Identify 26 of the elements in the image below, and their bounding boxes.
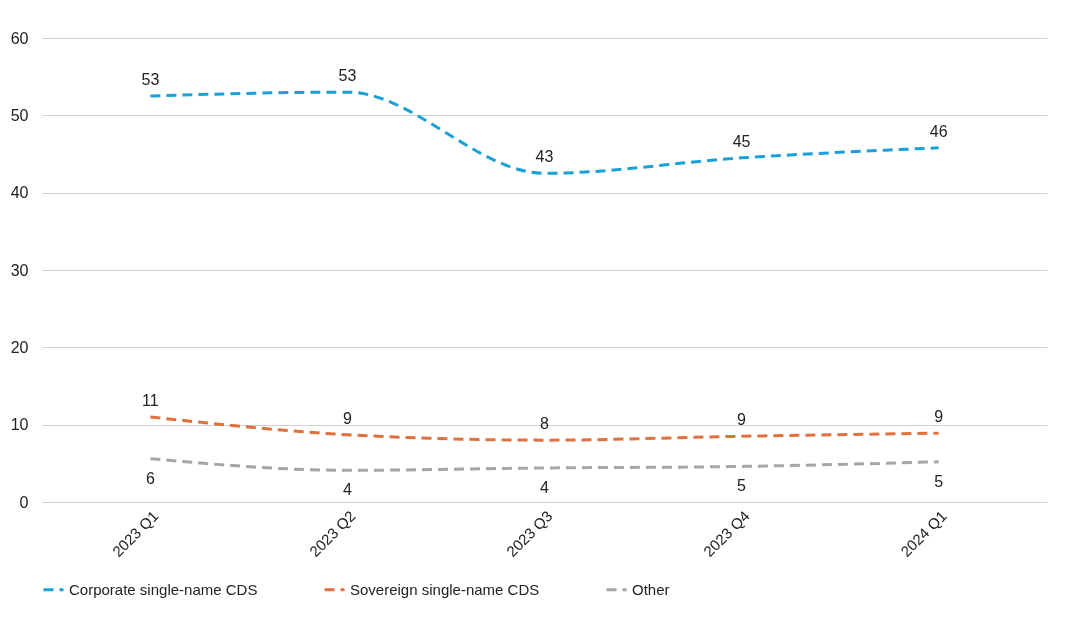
y-tick-label: 60: [10, 29, 29, 47]
y-tick-label: 10: [10, 416, 29, 434]
data-label: 8: [540, 415, 550, 433]
data-label: 53: [338, 67, 357, 85]
data-label: 11: [142, 391, 159, 409]
y-tick-label: 0: [19, 493, 29, 511]
data-label: 6: [145, 469, 155, 487]
data-label: 9: [342, 409, 352, 427]
y-tick-label: 40: [10, 184, 29, 202]
y-tick-label: 30: [10, 261, 29, 279]
data-label: 5: [934, 472, 944, 490]
data-label: 46: [929, 122, 948, 140]
data-label: 4: [342, 481, 352, 499]
data-label: 5: [737, 477, 747, 495]
data-label: 4: [540, 478, 550, 496]
data-label: 9: [737, 411, 747, 429]
data-label: 45: [732, 132, 751, 150]
data-label: 43: [535, 148, 554, 166]
line-series: [148, 457, 941, 472]
data-label: 53: [141, 71, 160, 88]
legend-label: Corporate single-name CDS: [69, 580, 258, 598]
legend-label: Sovereign single-name CDS: [350, 580, 540, 598]
legend-label: Other: [632, 580, 670, 598]
data-label: 9: [934, 408, 944, 426]
y-tick-label: 20: [10, 338, 29, 356]
y-tick-label: 50: [10, 106, 29, 124]
